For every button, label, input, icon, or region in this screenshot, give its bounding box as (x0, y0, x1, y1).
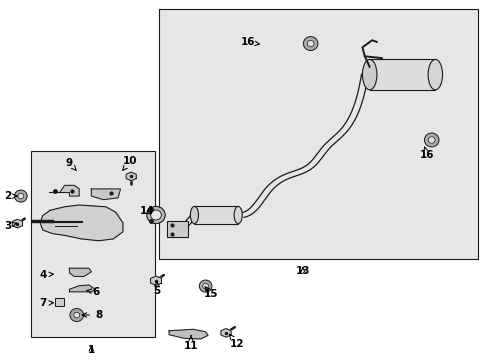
Text: 9: 9 (66, 158, 76, 170)
Polygon shape (169, 329, 207, 339)
Text: 15: 15 (204, 287, 218, 299)
Text: 12: 12 (229, 334, 244, 349)
Polygon shape (150, 276, 161, 285)
Bar (159, 9, 477, 258)
Text: 7: 7 (39, 298, 53, 308)
Text: 5: 5 (153, 282, 160, 296)
Bar (194, 206, 238, 224)
Text: 3: 3 (4, 221, 17, 231)
Text: 10: 10 (122, 157, 137, 170)
Text: 4: 4 (39, 270, 53, 280)
Ellipse shape (362, 59, 376, 90)
Polygon shape (50, 185, 79, 196)
Text: 16: 16 (419, 147, 433, 160)
Text: 13: 13 (295, 266, 309, 276)
Text: 1: 1 (87, 345, 95, 355)
Ellipse shape (74, 312, 80, 318)
Ellipse shape (18, 193, 24, 199)
Ellipse shape (303, 37, 317, 50)
Text: 8: 8 (82, 310, 102, 320)
Polygon shape (12, 219, 22, 228)
Text: 14: 14 (140, 206, 154, 216)
Ellipse shape (234, 206, 242, 224)
Bar (55, 298, 63, 306)
Polygon shape (40, 205, 122, 241)
Ellipse shape (427, 137, 434, 143)
Ellipse shape (427, 59, 442, 90)
Ellipse shape (190, 206, 198, 224)
Polygon shape (69, 285, 95, 292)
Text: 16: 16 (241, 37, 259, 48)
Bar (369, 59, 434, 90)
Polygon shape (69, 268, 91, 276)
Polygon shape (91, 189, 120, 200)
Bar (30, 152, 154, 337)
Text: 6: 6 (86, 287, 100, 297)
Bar (166, 221, 188, 237)
Ellipse shape (424, 133, 438, 147)
Ellipse shape (199, 280, 211, 292)
Ellipse shape (70, 309, 83, 321)
Ellipse shape (202, 283, 208, 289)
Text: 2: 2 (4, 191, 17, 201)
Ellipse shape (146, 206, 165, 224)
Text: 11: 11 (183, 336, 198, 351)
Ellipse shape (150, 210, 161, 220)
Ellipse shape (15, 190, 27, 202)
Polygon shape (221, 329, 231, 337)
Ellipse shape (306, 40, 313, 47)
Polygon shape (126, 172, 136, 181)
